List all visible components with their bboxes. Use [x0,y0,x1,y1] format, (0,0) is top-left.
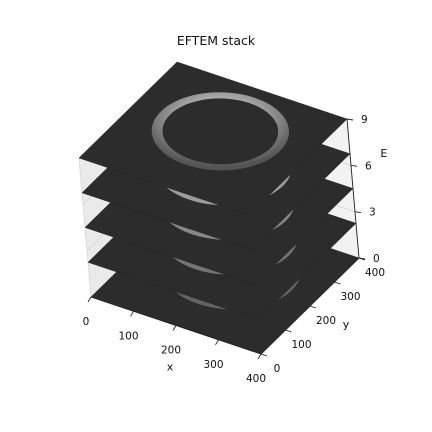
z-tick [350,164,358,167]
z-tick [354,211,362,214]
z-axis-line [346,118,360,259]
z-tick [346,118,354,121]
y-tick-label: 300 [340,291,360,303]
x-tick [87,296,92,303]
z-tick-label: 3 [369,207,376,219]
x-tick [215,339,219,346]
x-tick [172,325,177,331]
tick-labels: 0 100 200 300 400 0 100 200 300 400 0 3 6 9 [83,114,385,385]
x-tick-label: 100 [118,330,138,342]
x-tick [257,353,262,360]
y-tick [285,329,292,333]
x-tick-label: 200 [161,345,181,357]
y-tick [260,353,268,357]
x-tick-label: 400 [246,373,266,385]
z-tick-label: 9 [361,114,368,126]
x-tick-label: 0 [83,316,90,328]
x-tick-label: 300 [203,359,223,371]
z-tick-label: 0 [373,253,380,265]
energy-slices [78,61,360,355]
z-axis-label: E [380,147,387,160]
y-tick [309,305,317,309]
z-tick-label: 6 [365,160,372,172]
chart-title: EFTEM stack [176,33,256,48]
y-tick-label: 100 [291,339,311,351]
x-axis-label: x [167,361,174,374]
y-tick [334,281,341,285]
y-tick-label: 200 [316,315,336,327]
y-axis-label: y [343,318,350,331]
y-tick-label: 0 [274,363,281,375]
x-tick [130,311,134,317]
y-tick-label: 400 [365,267,385,279]
z-tick [358,257,366,260]
